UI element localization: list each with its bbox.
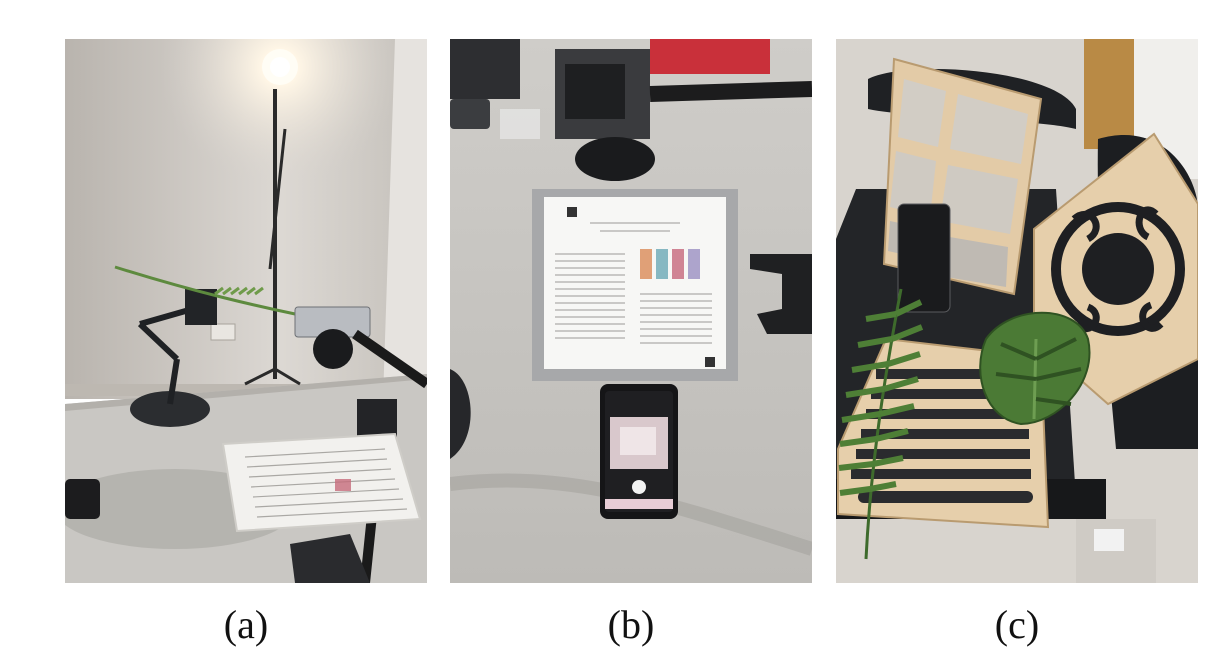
camera-lens [313, 329, 353, 369]
photo-b-scene [450, 39, 812, 583]
photo-c-scene [836, 39, 1198, 583]
photo-panel-b [450, 39, 812, 583]
red-object [650, 39, 770, 74]
photo-panel-a [65, 39, 427, 583]
shutter-icon [632, 480, 646, 494]
camera-lens [575, 137, 655, 181]
fern-leaf [838, 288, 924, 560]
camera-arm [649, 81, 812, 102]
panel-caption-a: (a) [223, 602, 269, 647]
monstera-leaf [979, 311, 1091, 426]
panel-caption-c: (c) [994, 602, 1040, 647]
arm-base [130, 391, 210, 427]
camera-arm [352, 329, 427, 389]
camera-screen [565, 64, 625, 119]
left-base [450, 369, 471, 459]
phone-edge [65, 479, 100, 519]
smartphone [897, 203, 951, 313]
door-frame [1084, 39, 1134, 149]
document-page [544, 197, 726, 369]
tripod-clamp [290, 534, 370, 583]
right-clamp [750, 254, 812, 334]
photo-a-scene [65, 39, 427, 583]
photo-panel-c [836, 39, 1198, 583]
wall-corner [383, 39, 427, 399]
panel-caption-b: (b) [607, 602, 655, 647]
wall-outlet [210, 323, 236, 341]
